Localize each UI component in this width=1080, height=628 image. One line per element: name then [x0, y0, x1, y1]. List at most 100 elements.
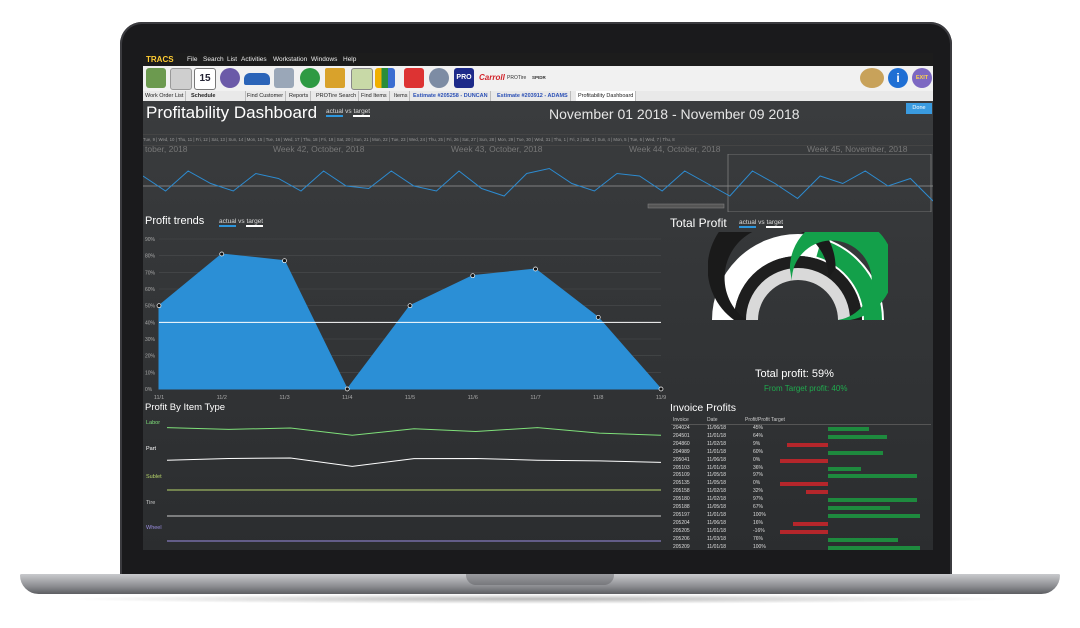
invoice-row[interactable]: 204989 11/01/18 60%	[671, 449, 931, 457]
invoice-date: 11/03/18	[707, 535, 727, 542]
series-label-part: Part	[146, 446, 157, 452]
tires-icon[interactable]	[860, 68, 884, 88]
carroll-logo[interactable]: Carroll	[479, 73, 505, 82]
invoice-number: 205209	[673, 543, 690, 550]
tab-items[interactable]: Items	[392, 91, 411, 101]
exit-icon[interactable]: EXIT	[912, 68, 932, 88]
invoice-row[interactable]: 205103 11/01/18 36%	[671, 465, 931, 473]
tab-estimate-adams[interactable]: Estimate #203912 - ADAMS	[495, 91, 571, 101]
tab-schedule[interactable]: Schedule	[189, 91, 246, 101]
invoice-row[interactable]: 204501 11/01/18 64%	[671, 433, 931, 441]
invoice-row[interactable]: 205209 11/01/18 100%	[671, 544, 931, 551]
service-icon[interactable]	[274, 68, 294, 88]
document-search-icon[interactable]	[170, 68, 192, 90]
work-order-icon[interactable]	[146, 68, 166, 88]
menu-list[interactable]: List	[227, 56, 238, 63]
overview-chart[interactable]	[143, 154, 933, 212]
settings-gear-icon[interactable]	[429, 68, 449, 88]
menu-activities[interactable]: Activities	[241, 56, 267, 63]
menu-windows[interactable]: Windows	[311, 56, 338, 63]
pro-icon[interactable]: PRO	[454, 68, 474, 88]
invoice-row[interactable]: 205041 11/06/18 0%	[671, 457, 931, 465]
invoice-row[interactable]: 205205 11/01/18 -16%	[671, 528, 931, 536]
invoice-row[interactable]: 205158 11/02/18 32%	[671, 488, 931, 496]
series-label-sublet: Sublet	[146, 474, 162, 480]
invoice-number: 204989	[673, 448, 690, 455]
spidr-logo[interactable]: SPIDR	[532, 75, 546, 80]
invoice-row[interactable]: 205197 11/01/18 100%	[671, 512, 931, 520]
invoice-profit-pct: 16%	[753, 519, 764, 526]
invoice-date: 11/05/18	[707, 480, 727, 487]
tab-bar: Work Order List Schedule Find Customer R…	[143, 91, 933, 101]
tab-protire-search[interactable]: PROTire Search	[314, 91, 360, 101]
col-invoice[interactable]: Invoice	[673, 417, 689, 423]
invoice-profit-bar	[828, 466, 862, 471]
tab-find-items[interactable]: Find Items	[359, 91, 390, 101]
protire-logo[interactable]: PROTire	[507, 75, 527, 81]
y-tick-label: 20%	[145, 354, 156, 360]
menu-file[interactable]: File	[187, 56, 198, 63]
overview-scrollbar[interactable]	[647, 203, 725, 209]
invoice-number: 205135	[673, 480, 690, 487]
invoice-row[interactable]: 204024 11/06/18 45%	[671, 425, 931, 433]
invoice-number: 205204	[673, 519, 690, 526]
invoice-row[interactable]: 204860 11/02/18 9%	[671, 441, 931, 449]
data-point	[219, 251, 225, 257]
invoice-date: 11/01/18	[707, 543, 727, 550]
col-profit[interactable]: Profit/Profit Target	[745, 417, 785, 423]
tab-work-order-list[interactable]: Work Order List	[143, 91, 187, 101]
invoice-profit-pct: 97%	[753, 472, 764, 479]
profit-trends-title: Profit trends	[145, 215, 205, 227]
week-label-43: Week 43, October, 2018	[451, 144, 543, 154]
y-tick-label: 40%	[145, 320, 156, 326]
invoice-table-header: Invoice Date Profit/Profit Target	[671, 416, 931, 425]
tab-profitability-dashboard[interactable]: Profitability Dashboard	[576, 91, 637, 101]
customers-icon[interactable]	[220, 68, 240, 88]
invoice-date: 11/01/18	[707, 511, 727, 518]
menu-bar: TRACS File Search List Activities Workst…	[143, 53, 933, 66]
tracs-logo: TRACS	[146, 55, 174, 64]
invoice-profit-pct: 36%	[753, 464, 764, 471]
promo-icon[interactable]	[404, 68, 424, 88]
series-line-labor	[166, 427, 662, 436]
invoice-row[interactable]: 205109 11/05/18 97%	[671, 472, 931, 480]
invoice-row[interactable]: 205135 11/05/18 0%	[671, 480, 931, 488]
inventory-icon[interactable]	[325, 68, 345, 88]
menu-help[interactable]: Help	[343, 56, 357, 63]
vehicle-icon[interactable]	[244, 73, 270, 85]
tab-estimate-duncan[interactable]: Estimate #205258 - DUNCAN	[411, 91, 491, 101]
invoice-row[interactable]: 205204 11/06/18 16%	[671, 520, 931, 528]
overview-selection-window[interactable]	[727, 154, 932, 212]
toolbar: 15 PRO Carroll PROTire SPIDR i EXIT	[143, 66, 933, 91]
pricing-icon[interactable]	[300, 68, 320, 88]
x-tick-label: 11/1	[154, 395, 164, 401]
done-button[interactable]: Done	[906, 103, 932, 114]
invoice-number: 205205	[673, 527, 690, 534]
trends-legend-actual: actual	[219, 218, 237, 227]
invoice-date: 11/02/18	[707, 488, 727, 495]
x-tick-label: 11/8	[593, 395, 603, 401]
invoice-row[interactable]: 205206 11/03/18 76%	[671, 536, 931, 544]
trends-legend-vs: vs	[238, 218, 245, 225]
invoice-date: 11/02/18	[707, 440, 727, 447]
calendar-icon[interactable]: 15	[194, 68, 216, 90]
invoice-date: 11/06/18	[707, 425, 727, 431]
invoice-profit-bar	[828, 513, 920, 518]
menu-workstation[interactable]: Workstation	[273, 56, 308, 63]
invoice-row[interactable]: 205188 11/05/18 67%	[671, 504, 931, 512]
reports-chart-icon[interactable]	[375, 68, 395, 88]
page-title: Profitability Dashboard	[146, 103, 318, 122]
invoice-profit-pct: 60%	[753, 448, 764, 455]
invoice-profit-bar	[780, 458, 828, 463]
date-range: November 01 2018 - November 09 2018	[549, 106, 800, 122]
info-icon[interactable]: i	[888, 68, 908, 88]
tab-reports[interactable]: Reports	[287, 91, 312, 101]
col-date[interactable]: Date	[707, 417, 718, 423]
x-tick-label: 11/3	[279, 395, 289, 401]
invoice-row[interactable]: 205180 11/02/18 97%	[671, 496, 931, 504]
tab-find-customer[interactable]: Find Customer	[245, 91, 287, 101]
menu-search[interactable]: Search	[203, 56, 224, 63]
x-tick-label: 11/4	[342, 395, 352, 401]
notepad-icon[interactable]	[351, 68, 373, 90]
x-tick-label: 11/5	[405, 395, 415, 401]
